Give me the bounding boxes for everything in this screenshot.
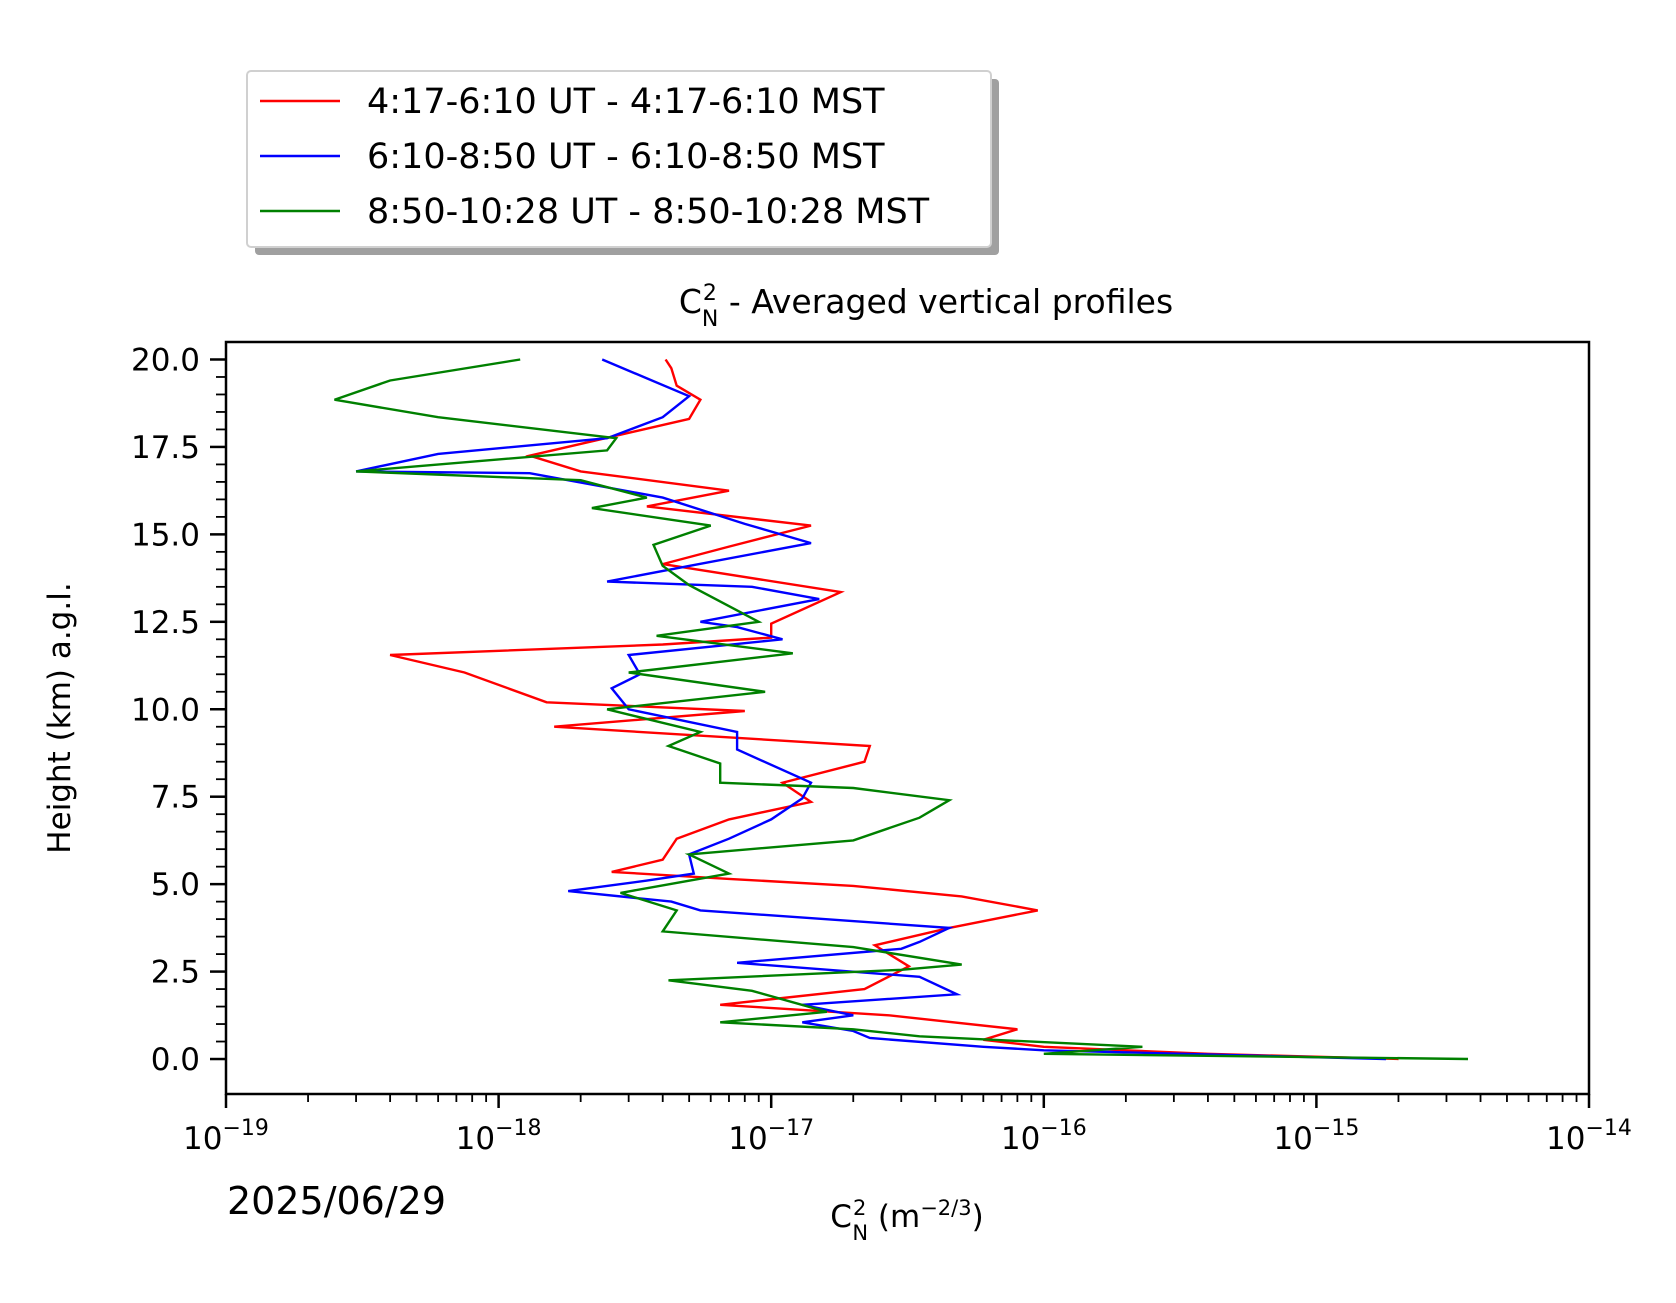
- series-line-0: [389, 358, 1399, 1061]
- legend-box: [246, 70, 992, 248]
- x-tick-label: 10−16: [1001, 1116, 1087, 1157]
- series-line-2: [334, 358, 1469, 1061]
- x-tick-label: 10−17: [728, 1116, 814, 1157]
- legend-label-series-1: 6:10-8:50 UT - 6:10-8:50 MST: [367, 137, 885, 177]
- series-line-1: [355, 358, 1387, 1061]
- series-lines: [334, 358, 1469, 1061]
- legend-label-series-2: 8:50-10:28 UT - 8:50-10:28 MST: [367, 192, 930, 232]
- y-tick-label: 12.5: [131, 605, 200, 641]
- y-tick-label: 0.0: [151, 1042, 200, 1078]
- x-axis: 10−19 10−18 10−17 10−16 10−15 10−14: [183, 1094, 1632, 1157]
- y-tick-label: 20.0: [131, 342, 200, 378]
- y-tick-label: 10.0: [131, 692, 200, 728]
- legend: 4:17-6:10 UT - 4:17-6:10 MST 6:10-8:50 U…: [246, 70, 999, 255]
- chart-title: C2 N - Averaged vertical profiles: [679, 281, 1173, 332]
- plot-area: [224, 340, 1591, 1096]
- y-tick-label: 15.0: [131, 517, 200, 553]
- y-axis: 0.0 2.5 5.0 7.5 10.0 12.5 15.0 17.5 20.0: [131, 342, 226, 1078]
- legend-label-series-0: 4:17-6:10 UT - 4:17-6:10 MST: [367, 82, 885, 122]
- x-tick-label: 10−15: [1273, 1116, 1359, 1157]
- date-label: 2025/06/29: [227, 1179, 446, 1223]
- x-tick-label: 10−18: [456, 1116, 542, 1157]
- x-tick-label: 10−19: [183, 1116, 269, 1157]
- y-axis-label: Height (km) a.g.l.: [42, 582, 78, 853]
- y-tick-label: 5.0: [151, 867, 200, 903]
- y-tick-label: 2.5: [151, 955, 200, 991]
- x-tick-label: 10−14: [1546, 1116, 1632, 1157]
- x-axis-label: C2 N (m−2/3): [830, 1196, 983, 1245]
- y-tick-label: 17.5: [131, 430, 200, 466]
- y-tick-label: 7.5: [151, 780, 200, 816]
